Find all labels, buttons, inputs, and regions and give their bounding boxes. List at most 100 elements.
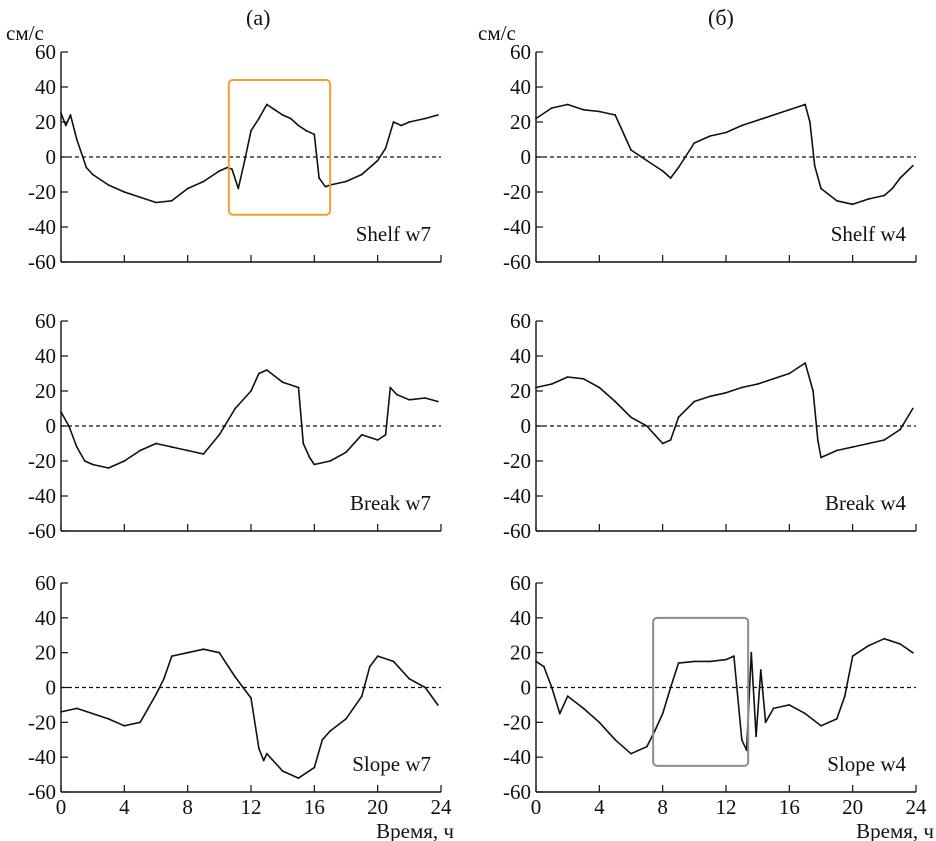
y-tick-label: -40 [503,215,531,239]
data-point [281,114,284,116]
data-point [550,686,553,689]
data-point [911,164,914,167]
y-tick-label: 20 [35,379,56,403]
data-point [623,135,626,137]
series-line [60,648,439,779]
panel-label: Shelf w4 [831,222,907,246]
data-point [813,164,816,167]
data-point [85,166,88,169]
data-point [75,446,78,448]
data-point [139,449,142,452]
data-point [756,383,759,385]
data-point [867,198,870,200]
data-point [265,103,268,106]
y-tick-label: 40 [35,344,56,368]
data-point [384,433,387,436]
data-point [816,439,819,441]
y-tick-label: 20 [35,641,56,665]
data-point [107,717,110,720]
data-point [725,391,727,394]
data-point [202,648,205,651]
x-axis-label-a: Время, ч [376,819,454,841]
data-point [582,707,585,710]
y-tick-label: 0 [46,676,57,700]
data-point [329,460,332,462]
data-point [123,460,126,462]
panel-label: Shelf w7 [356,222,431,246]
data-point [392,121,395,123]
series-line [60,103,439,204]
data-point [408,121,411,123]
data-point [400,124,403,127]
data-point [218,651,221,654]
data-point [535,117,537,120]
column-label-a: (a) [246,5,270,30]
y-tick-label: -60 [503,519,531,543]
data-point [566,695,569,698]
y-tick-label: 60 [510,40,531,64]
data-point [677,662,680,665]
data-point [843,695,846,698]
data-point [820,187,822,190]
data-point [64,124,67,127]
x-tick-label: 8 [657,795,668,819]
data-point [107,184,110,186]
data-point [582,108,585,111]
y-tick-label: 40 [510,606,531,630]
data-point [289,117,292,120]
data-point [258,747,260,750]
panel-break-w7: -60 -40 -20 0 20 40 60 Break w7 [28,309,442,543]
data-point [436,400,439,403]
y-unit-label-a: см/с [6,21,44,45]
panel-shelf-w7: -60 -40 -20 0 20 40 60 Shelf w7 [28,40,442,274]
panel-label: Break w7 [350,491,431,515]
y-tick-label: -40 [503,484,531,508]
data-point [804,362,807,364]
x-tick-label: 16 [779,795,800,819]
data-point [265,752,268,755]
data-point [772,114,775,116]
data-point [558,712,561,715]
data-point [91,712,94,715]
data-point [258,372,260,375]
data-point [809,121,811,123]
data-point [139,196,142,199]
data-point [408,677,411,680]
data-point [297,777,300,779]
data-point [68,425,70,427]
data-point [329,730,332,732]
data-point [677,166,680,169]
data-point [389,386,392,389]
x-tick-label: 16 [304,795,325,819]
data-point [630,149,632,151]
x-tick-label: 12 [241,795,262,819]
data-point [107,467,110,469]
data-point [242,686,244,689]
x-axis-label-b: Время, ч [856,819,934,841]
data-point [788,704,791,706]
data-point [384,147,387,150]
data-point [83,460,86,462]
data-point [851,446,854,448]
y-unit-label-b: см/с [478,21,516,45]
data-point [91,173,94,176]
data-point [709,660,712,663]
data-point [693,142,696,144]
data-point [883,194,886,197]
data-point [899,643,902,645]
data-point [281,381,284,384]
y-tick-label: 20 [510,379,531,403]
data-point [163,677,165,680]
data-point [234,407,237,410]
data-point [750,651,753,654]
data-point [186,449,189,452]
data-point [614,114,617,116]
panel-label: Slope w7 [352,752,431,776]
data-point [645,425,648,427]
y-tick-label: -20 [28,449,56,473]
data-point [867,644,870,647]
y-tick-label: 0 [521,414,532,438]
y-tick-label: -60 [503,780,531,804]
